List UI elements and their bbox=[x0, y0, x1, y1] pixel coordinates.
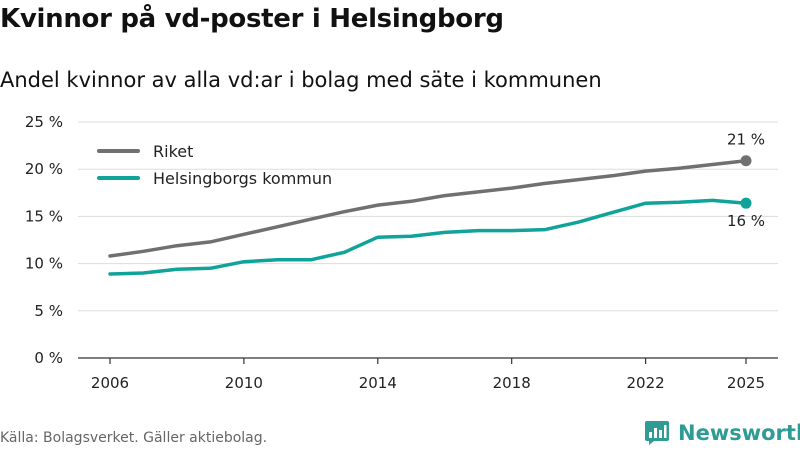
x-tick-label: 2006 bbox=[91, 374, 129, 392]
brand-logo: Newsworthy bbox=[644, 420, 800, 446]
source-note: Källa: Bolagsverket. Gäller aktiebolag. bbox=[0, 430, 268, 446]
y-tick-label: 20 % bbox=[25, 160, 63, 178]
x-tick-label: 2022 bbox=[626, 374, 664, 392]
legend-label: Helsingborgs kommun bbox=[153, 169, 332, 188]
newsworthy-logo-icon bbox=[645, 421, 669, 445]
chart-subtitle: Andel kvinnor av alla vd:ar i bolag med … bbox=[0, 68, 602, 92]
chart-title: Kvinnor på vd-poster i Helsingborg bbox=[0, 4, 504, 34]
y-tick-label: 10 % bbox=[25, 255, 63, 273]
line-chart: 0 % 5 % 10 % 15 % 20 % 25 % 2006 2010 2014 2018 20… bbox=[25, 113, 778, 392]
legend-label: Riket bbox=[153, 142, 193, 161]
x-tick-label: 2025 bbox=[727, 374, 765, 392]
end-value-label: 21 % bbox=[727, 131, 765, 149]
series-line-helsingborg bbox=[108, 198, 748, 276]
x-tick-label: 2018 bbox=[493, 374, 531, 392]
end-value-label: 16 % bbox=[727, 212, 765, 230]
y-tick-label: 25 % bbox=[25, 113, 63, 131]
series-line-riket bbox=[108, 158, 748, 258]
brand-name: Newsworthy bbox=[678, 421, 800, 445]
end-point-marker bbox=[740, 197, 752, 209]
x-tick-label: 2014 bbox=[359, 374, 397, 392]
y-tick-label: 5 % bbox=[34, 302, 63, 320]
y-tick-label: 15 % bbox=[25, 207, 63, 225]
y-tick-label: 0 % bbox=[34, 349, 63, 367]
end-point-marker bbox=[740, 155, 752, 167]
x-tick-label: 2010 bbox=[225, 374, 263, 392]
